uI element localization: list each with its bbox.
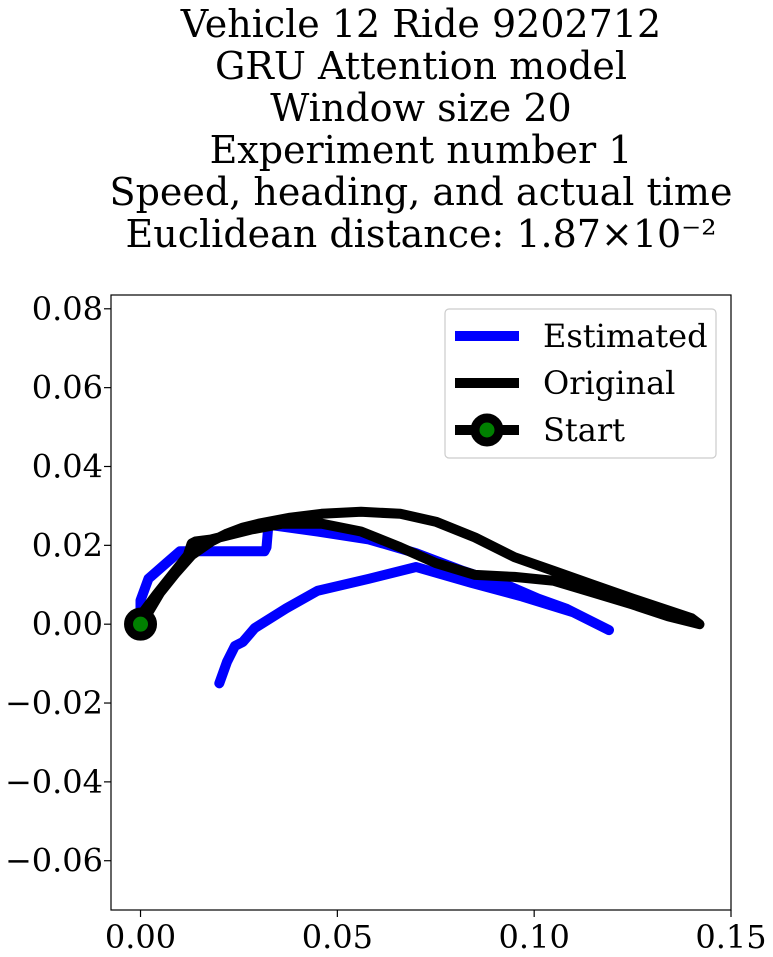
legend-label-start: Start — [543, 411, 625, 449]
legend: Estimated Original Start — [444, 308, 717, 459]
y-tick-label: −0.06 — [5, 842, 103, 880]
start-point-marker — [124, 607, 158, 641]
legend-label-original: Original — [543, 364, 675, 402]
x-tick-label: 0.10 — [499, 918, 570, 956]
y-tick-label: 0.04 — [32, 447, 103, 485]
x-tick-label: 0.00 — [105, 918, 176, 956]
title-line-2: GRU Attention model — [215, 44, 627, 88]
y-tick-label: 0.08 — [32, 290, 103, 328]
series-layer — [124, 506, 705, 689]
series-line-original — [135, 506, 705, 630]
x-tick-label: 0.15 — [695, 918, 766, 956]
legend-label-estimated: Estimated — [543, 317, 708, 355]
y-tick-label: 0.00 — [32, 605, 103, 643]
y-tick-label: −0.02 — [5, 684, 103, 722]
title-line-3: Window size 20 — [270, 86, 571, 130]
title-line-4: Experiment number 1 — [210, 128, 633, 172]
y-axis: 0.08 0.06 0.04 0.02 0.00 −0.02 −0.04 −0.06 — [5, 290, 111, 880]
legend-box — [444, 308, 717, 459]
legend-start-marker — [470, 413, 504, 447]
title-line-6: Euclidean distance: 1.87×10⁻² — [126, 212, 717, 256]
x-tick-label: 0.05 — [302, 918, 373, 956]
y-tick-label: −0.04 — [5, 763, 103, 801]
y-tick-label: 0.02 — [32, 526, 103, 564]
y-tick-label: 0.06 — [32, 369, 103, 407]
x-axis: 0.00 0.05 0.10 0.15 — [105, 910, 767, 956]
title-line-1: Vehicle 12 Ride 9202712 — [180, 2, 661, 46]
plot-frame — [110, 294, 732, 911]
title-line-5: Speed, heading, and actual time — [110, 170, 733, 214]
